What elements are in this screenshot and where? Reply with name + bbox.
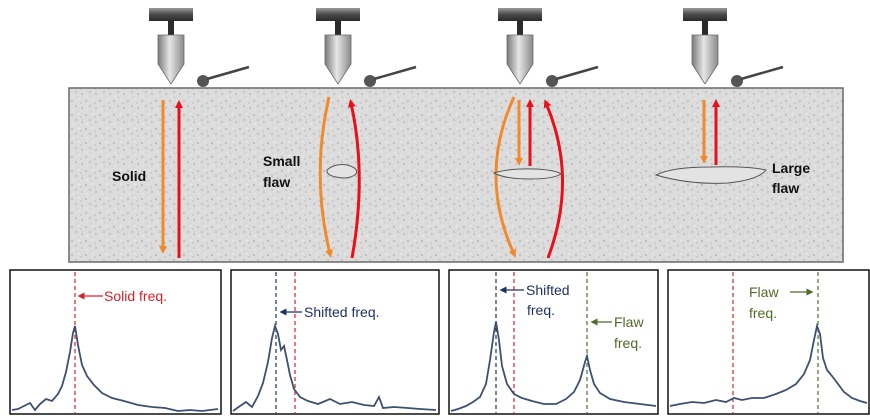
shifted-freq-label: Shifted freq. — [304, 304, 380, 320]
incident-wave-arrow — [494, 96, 516, 258]
spectrum-curve — [669, 322, 868, 407]
spectrum-panel-large-flaw — [667, 269, 870, 415]
solid-freq-label: Solid freq. — [104, 288, 167, 304]
large-flaw-label-1: Large — [772, 160, 810, 176]
impactor-icon — [498, 8, 542, 21]
spectrum-panel-small-flaw — [230, 269, 440, 415]
receiver-sensor-icon — [197, 75, 209, 87]
impactor-unit-3 — [498, 8, 599, 87]
flaw-freq-label-1: Flaw — [749, 284, 779, 300]
reflected-wave-arrow — [543, 99, 564, 259]
flaw-freq-label-2: freq. — [614, 335, 642, 351]
incident-wave-arrow — [318, 96, 333, 258]
small-flaw-label-2: flaw — [263, 174, 290, 190]
receiver-sensor-icon — [364, 75, 376, 87]
reflected-wave-arrow — [347, 99, 361, 259]
flaw-freq-label-2: freq. — [749, 305, 777, 321]
spectrum-curve — [232, 322, 437, 412]
flaw-shape — [492, 168, 562, 180]
large-flaw-shape — [654, 166, 767, 184]
spectrum-panel-solid — [9, 269, 222, 415]
large-flaw-label-2: flaw — [772, 180, 799, 196]
impactor-unit-2 — [316, 8, 417, 87]
flaw-freq-label-1: Flaw — [614, 314, 644, 330]
impactor-unit-4 — [683, 8, 784, 87]
spectrum-curve — [11, 325, 219, 412]
small-flaw-label-1: Small — [263, 153, 300, 169]
solid-label: Solid — [112, 168, 146, 184]
impactor-unit-1 — [149, 8, 250, 87]
shifted-freq-label-2: freq. — [527, 302, 555, 318]
shifted-freq-label-1: Shifted — [526, 282, 570, 298]
small-flaw-shape — [326, 164, 358, 179]
impactor-icon — [149, 8, 193, 21]
receiver-sensor-icon — [731, 75, 743, 87]
impactor-icon — [683, 8, 727, 21]
receiver-sensor-icon — [546, 75, 558, 87]
spectrum-curve — [450, 321, 657, 412]
impactor-icon — [316, 8, 360, 21]
